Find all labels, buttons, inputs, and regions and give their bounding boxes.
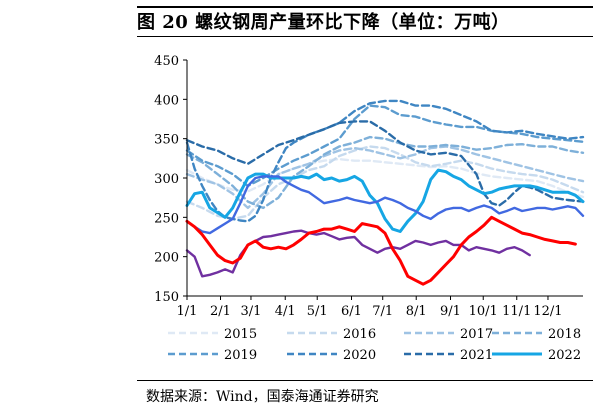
x-tick-label: 4/1	[275, 304, 296, 319]
legend-label-2016: 2016	[343, 327, 376, 342]
y-tick-label: 250	[154, 211, 179, 226]
x-tick-label: 3/1	[241, 304, 262, 319]
y-tick-label: 350	[154, 133, 179, 148]
x-tick-label: 7/1	[372, 304, 393, 319]
x-tick-label: 11/1	[502, 304, 531, 319]
series-line-2016	[185, 145, 585, 221]
source-rule	[137, 380, 593, 381]
series-line-2024-9	[185, 229, 531, 278]
series-line-2025-10	[185, 215, 577, 286]
source-note: 数据来源：Wind，国泰海通证券研究	[146, 389, 379, 405]
x-tick-label: 9/1	[440, 304, 461, 319]
series-line-2015	[185, 157, 585, 199]
x-tick-label: 6/1	[341, 304, 362, 319]
series-line-2018	[185, 135, 585, 210]
y-tick-label: 200	[154, 251, 179, 266]
y-tick-label: 150	[154, 290, 179, 305]
y-tick-label: 300	[154, 172, 179, 187]
axes: 150 200 250 300 350 400 450 1/1 2/1 3/1 4/1 5/1 6/1 7…	[154, 54, 583, 319]
legend-label-2018: 2018	[548, 327, 581, 342]
series-line-2019	[185, 104, 585, 188]
plot-area	[185, 99, 585, 286]
title-top-rule	[137, 6, 593, 8]
x-tick-label: 5/1	[307, 304, 328, 319]
title-bottom-rule	[137, 36, 593, 37]
legend: 2015 2016 2017 2018 2019 2020 2021 2022	[168, 327, 581, 363]
x-tick-label: 2/1	[210, 304, 231, 319]
figure-title: 图 20 螺纹钢周产量环比下降（单位：万吨）	[137, 12, 510, 33]
legend-label-2020: 2020	[343, 348, 376, 363]
x-tick-label: 1/1	[177, 304, 198, 319]
legend-label-2015: 2015	[224, 327, 257, 342]
series-line-2023-8	[185, 175, 585, 235]
x-tick-label: 10/1	[469, 304, 498, 319]
x-tick-label: 12/1	[533, 304, 562, 319]
series-line-2022	[185, 168, 585, 233]
y-tick-label: 450	[154, 54, 179, 69]
y-tick-label: 400	[154, 93, 179, 108]
legend-label-2021: 2021	[460, 348, 493, 363]
legend-label-2019: 2019	[224, 348, 257, 363]
legend-label-2017: 2017	[460, 327, 493, 342]
legend-label-2022: 2022	[548, 348, 581, 363]
x-tick-label: 8/1	[406, 304, 427, 319]
